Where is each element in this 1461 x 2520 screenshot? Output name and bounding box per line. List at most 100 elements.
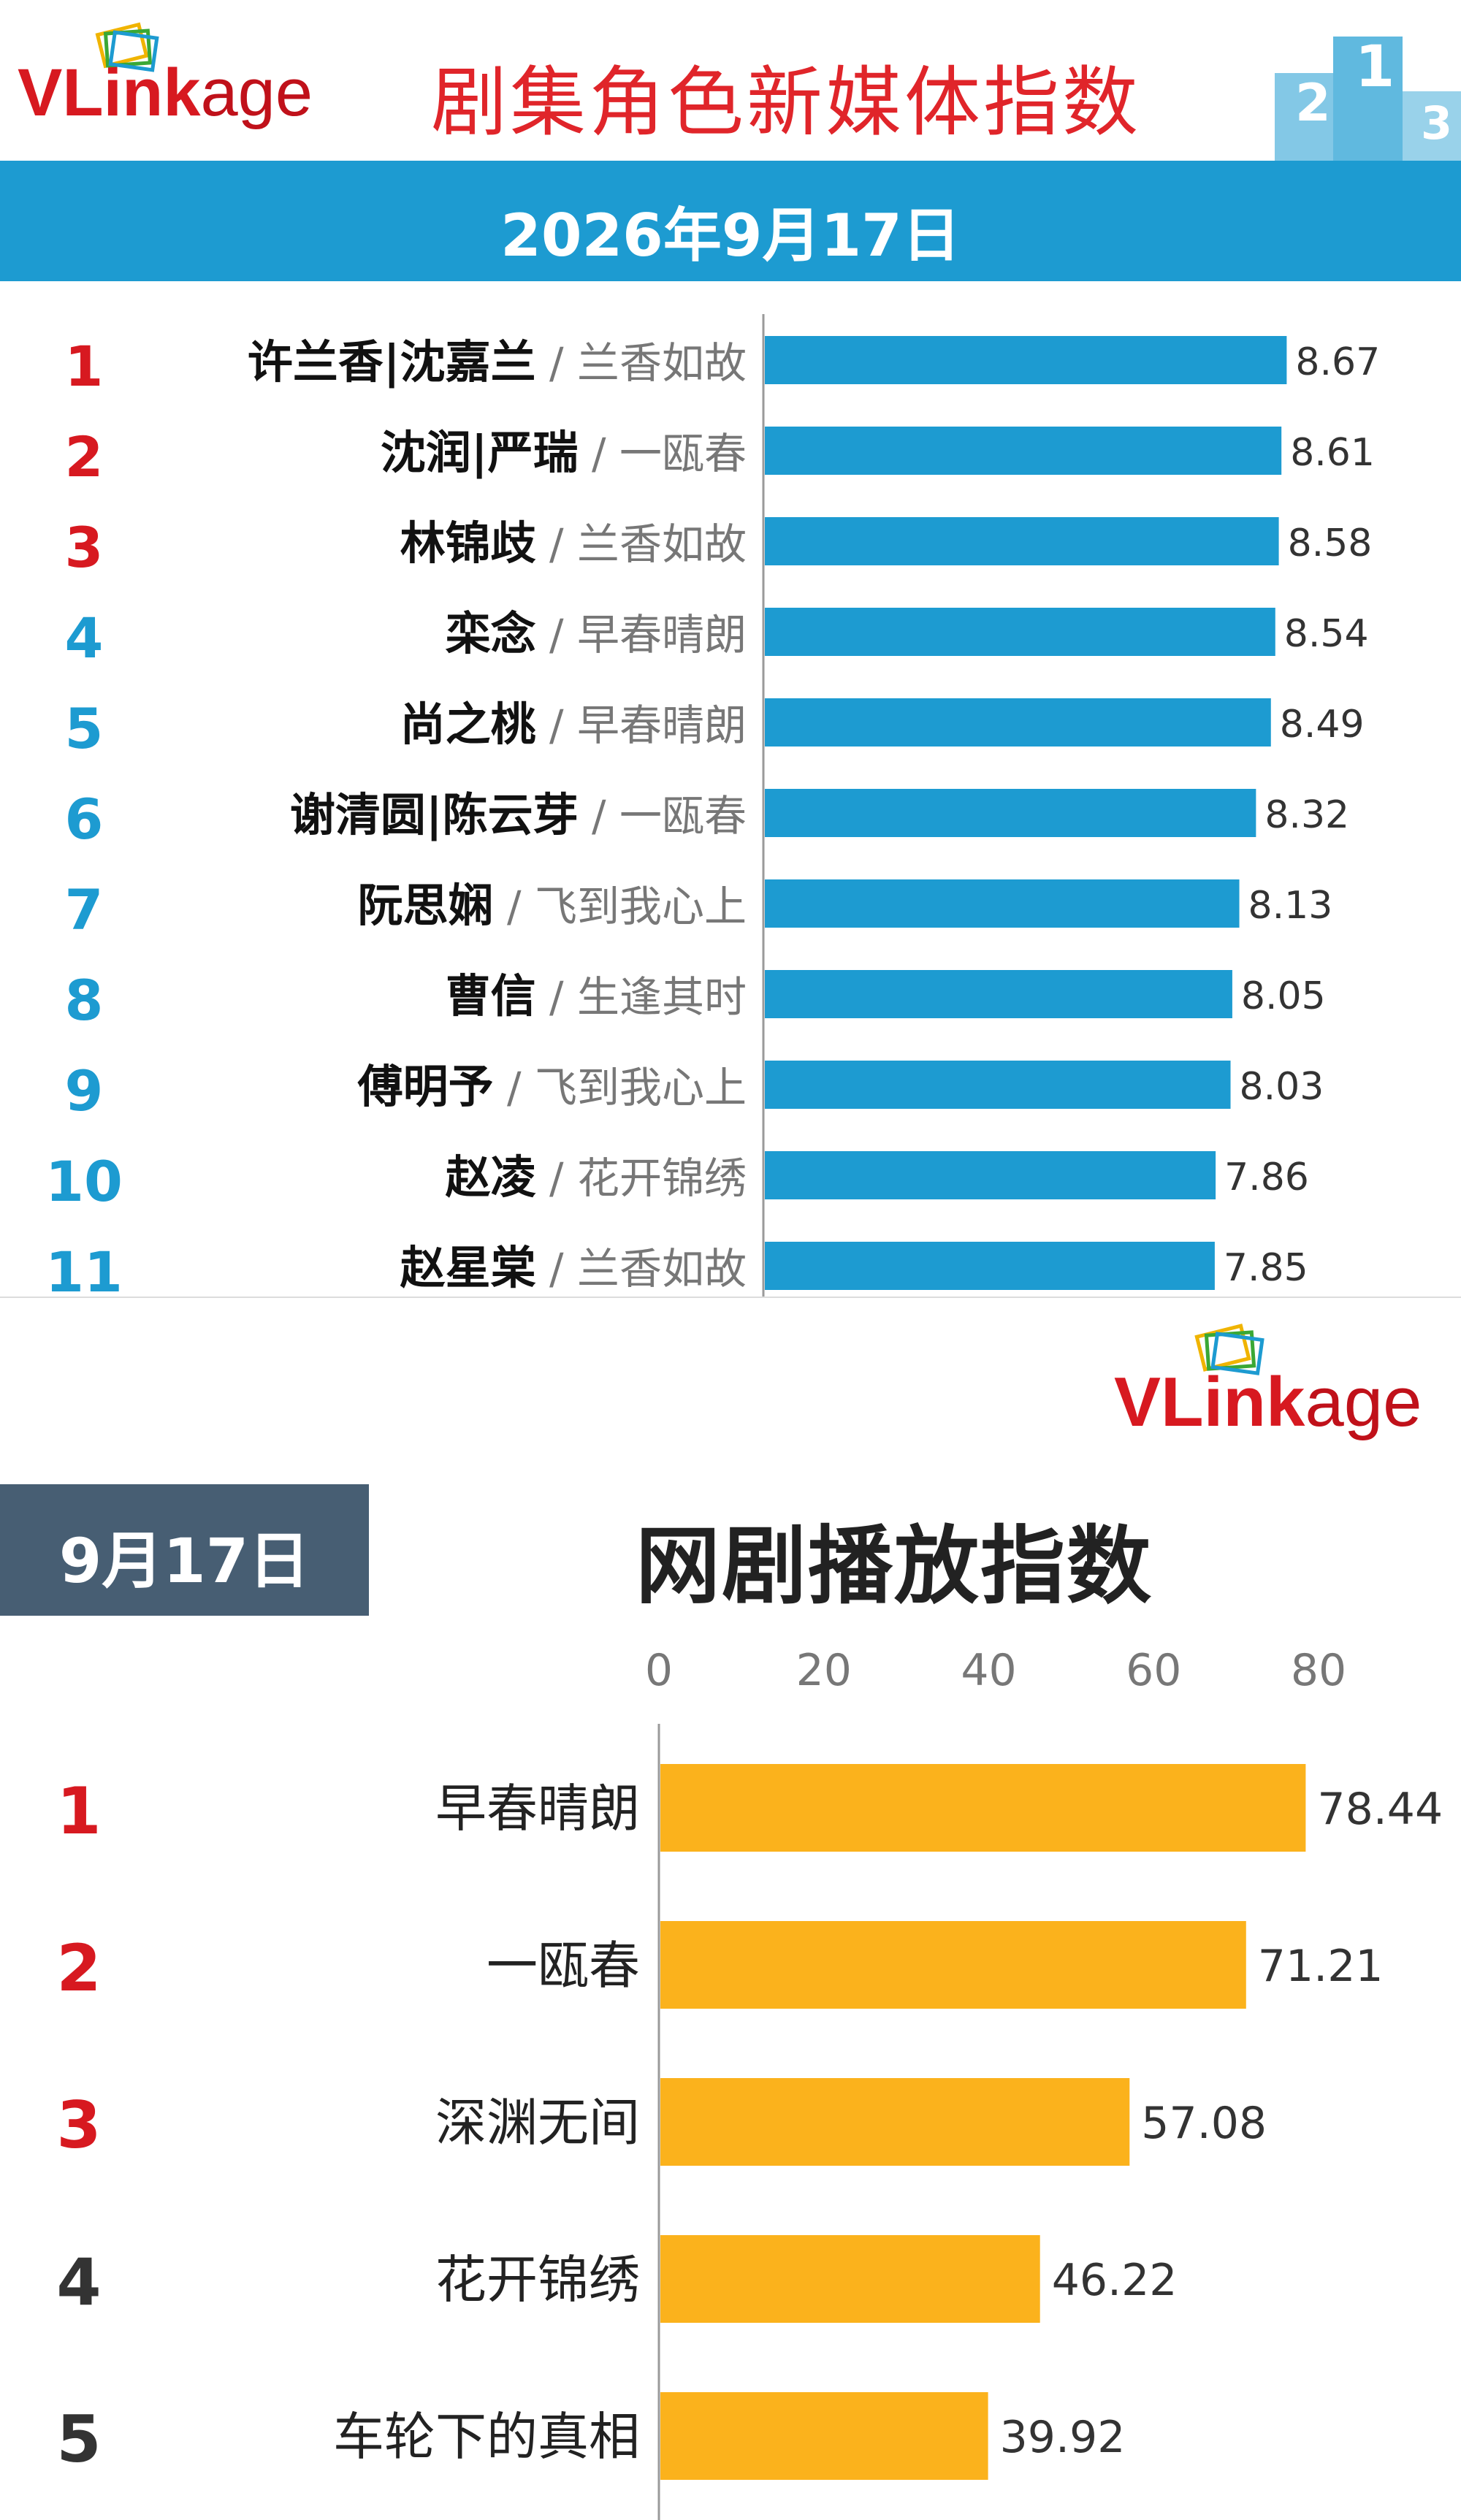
rank-label: 7 bbox=[65, 877, 104, 942]
date-band bbox=[0, 161, 1461, 281]
character-name: 沈润|严瑞 bbox=[381, 426, 579, 480]
rank-label: 4 bbox=[56, 2245, 101, 2320]
rank-label: 1 bbox=[56, 1773, 101, 1849]
drama-name: / 飞到我心上 bbox=[494, 1063, 747, 1112]
drama-name: / 早春晴朗 bbox=[536, 610, 747, 660]
character-name: 阮思娴 bbox=[358, 879, 494, 932]
character-name: 林锦歧 bbox=[400, 516, 536, 570]
bar bbox=[660, 2235, 1040, 2323]
category-label: 栾念 / 早春晴朗 bbox=[446, 607, 747, 660]
rank-label: 11 bbox=[45, 1240, 123, 1297]
category-label: 尚之桃 / 早春晴朗 bbox=[400, 698, 747, 751]
x-tick-label: 80 bbox=[1291, 1645, 1346, 1696]
drama-name: / 飞到我心上 bbox=[494, 882, 747, 931]
bar bbox=[765, 1151, 1216, 1199]
svg-text:3: 3 bbox=[1421, 96, 1452, 150]
rank-label: 9 bbox=[65, 1058, 104, 1123]
drama-name: / 花开锦绣 bbox=[536, 1153, 747, 1203]
category-label: 许兰香|沈嘉兰 / 兰香如故 bbox=[248, 335, 747, 389]
top-header bbox=[0, 0, 1461, 161]
category-label: 一瓯春 bbox=[487, 1936, 640, 1996]
x-tick-label: 60 bbox=[1126, 1645, 1181, 1696]
character-name: 谢清圆|陈云芽 bbox=[290, 788, 579, 842]
data-label: 78.44 bbox=[1317, 1784, 1443, 1835]
data-label: 8.32 bbox=[1264, 793, 1349, 837]
category-label: 谢清圆|陈云芽 / 一瓯春 bbox=[290, 788, 747, 842]
drama-name: / 兰香如故 bbox=[536, 519, 747, 569]
data-label: 71.21 bbox=[1258, 1941, 1384, 1992]
drama-name: / 早春晴朗 bbox=[536, 700, 747, 750]
category-label: 沈润|严瑞 / 一瓯春 bbox=[381, 426, 747, 480]
category-label: 花开锦绣 bbox=[435, 2250, 640, 2310]
character-name: 许兰香|沈嘉兰 bbox=[248, 335, 536, 389]
data-label: 8.49 bbox=[1280, 703, 1365, 747]
data-label: 39.92 bbox=[1000, 2412, 1126, 2463]
drama-name: / 兰香如故 bbox=[536, 1244, 747, 1294]
category-label: 早春晴朗 bbox=[435, 1779, 640, 1839]
character-name: 赵星棠 bbox=[400, 1241, 536, 1294]
character-name: 尚之桃 bbox=[400, 698, 536, 751]
logo-cards-icon bbox=[1194, 1324, 1264, 1375]
vlinkage-logo-bottom: VLinkage bbox=[1114, 1363, 1422, 1441]
data-label: 8.05 bbox=[1241, 974, 1326, 1018]
date-badge-label: 9月17日 bbox=[58, 1525, 310, 1597]
data-label: 7.86 bbox=[1224, 1156, 1309, 1199]
podium-icon: 2 1 3 bbox=[1275, 34, 1461, 161]
rank-label: 1 bbox=[65, 334, 104, 399]
drama-name: / 一瓯春 bbox=[579, 429, 747, 478]
drama-name: / 兰香如故 bbox=[536, 338, 747, 388]
category-label: 林锦歧 / 兰香如故 bbox=[400, 516, 747, 570]
data-label: 7.85 bbox=[1224, 1246, 1308, 1290]
data-label: 8.13 bbox=[1248, 884, 1333, 928]
data-label: 8.58 bbox=[1288, 522, 1373, 565]
category-label: 深渊无间 bbox=[435, 2093, 640, 2153]
bar bbox=[765, 336, 1287, 384]
rank-label: 3 bbox=[65, 515, 104, 580]
bar bbox=[765, 970, 1232, 1018]
bar bbox=[765, 427, 1282, 475]
bar bbox=[765, 608, 1275, 656]
character-name: 曹信 bbox=[446, 969, 536, 1023]
bar bbox=[765, 698, 1271, 747]
data-label: 8.67 bbox=[1295, 340, 1380, 384]
character-name: 赵凌 bbox=[446, 1150, 536, 1204]
rank-label: 5 bbox=[56, 2402, 101, 2477]
section-divider bbox=[0, 1297, 1461, 1298]
bar bbox=[765, 879, 1240, 928]
logo-cards-icon bbox=[95, 22, 159, 72]
rank-label: 3 bbox=[56, 2088, 101, 2163]
drama-name: / 一瓯春 bbox=[579, 791, 747, 841]
data-label: 57.08 bbox=[1141, 2098, 1267, 2149]
category-label: 傅明予 / 飞到我心上 bbox=[357, 1060, 747, 1113]
category-label: 阮思娴 / 飞到我心上 bbox=[358, 879, 747, 932]
rank-label: 6 bbox=[65, 787, 104, 852]
drama-name: / 生逢其时 bbox=[536, 972, 747, 1022]
rank-label: 10 bbox=[45, 1149, 123, 1214]
svg-text:2: 2 bbox=[1295, 73, 1331, 133]
bar bbox=[660, 2392, 988, 2480]
bar bbox=[660, 2078, 1130, 2166]
rank-label: 8 bbox=[65, 968, 104, 1033]
data-label: 46.22 bbox=[1052, 2255, 1178, 2306]
rank-label: 4 bbox=[65, 606, 104, 671]
page-title-top: 剧集角色新媒体指数 bbox=[431, 58, 1142, 147]
rank-label: 2 bbox=[65, 424, 104, 489]
data-label: 8.03 bbox=[1240, 1065, 1324, 1109]
bar bbox=[660, 1764, 1306, 1852]
drama-play-index-chart: 0 20 40 60 80 1 早春晴朗 78.44 2 一瓯春 71.21 3 深渊无间 57.08 4 花… bbox=[56, 1645, 1443, 2520]
bar bbox=[765, 517, 1279, 565]
rank-label: 5 bbox=[65, 696, 104, 761]
x-tick-label: 40 bbox=[961, 1645, 1016, 1696]
vlinkage-logo-top: VLinkage bbox=[18, 56, 313, 130]
rank-label: 2 bbox=[56, 1931, 101, 2006]
category-label: 车轮下的真相 bbox=[333, 2407, 640, 2467]
svg-text:1: 1 bbox=[1355, 34, 1395, 100]
character-name: 栾念 bbox=[446, 607, 536, 660]
page-title-bottom: 网剧播放指数 bbox=[636, 1517, 1153, 1616]
category-label: 赵凌 / 花开锦绣 bbox=[446, 1150, 747, 1204]
bar bbox=[765, 1242, 1215, 1290]
character-name: 傅明予 bbox=[357, 1060, 494, 1113]
character-index-chart: 1 许兰香|沈嘉兰 / 兰香如故 8.67 2 沈润|严瑞 / 一瓯春 8.61 3 林锦歧 … bbox=[45, 314, 1380, 1297]
data-label: 8.54 bbox=[1284, 612, 1369, 656]
category-label: 曹信 / 生逢其时 bbox=[446, 969, 747, 1023]
